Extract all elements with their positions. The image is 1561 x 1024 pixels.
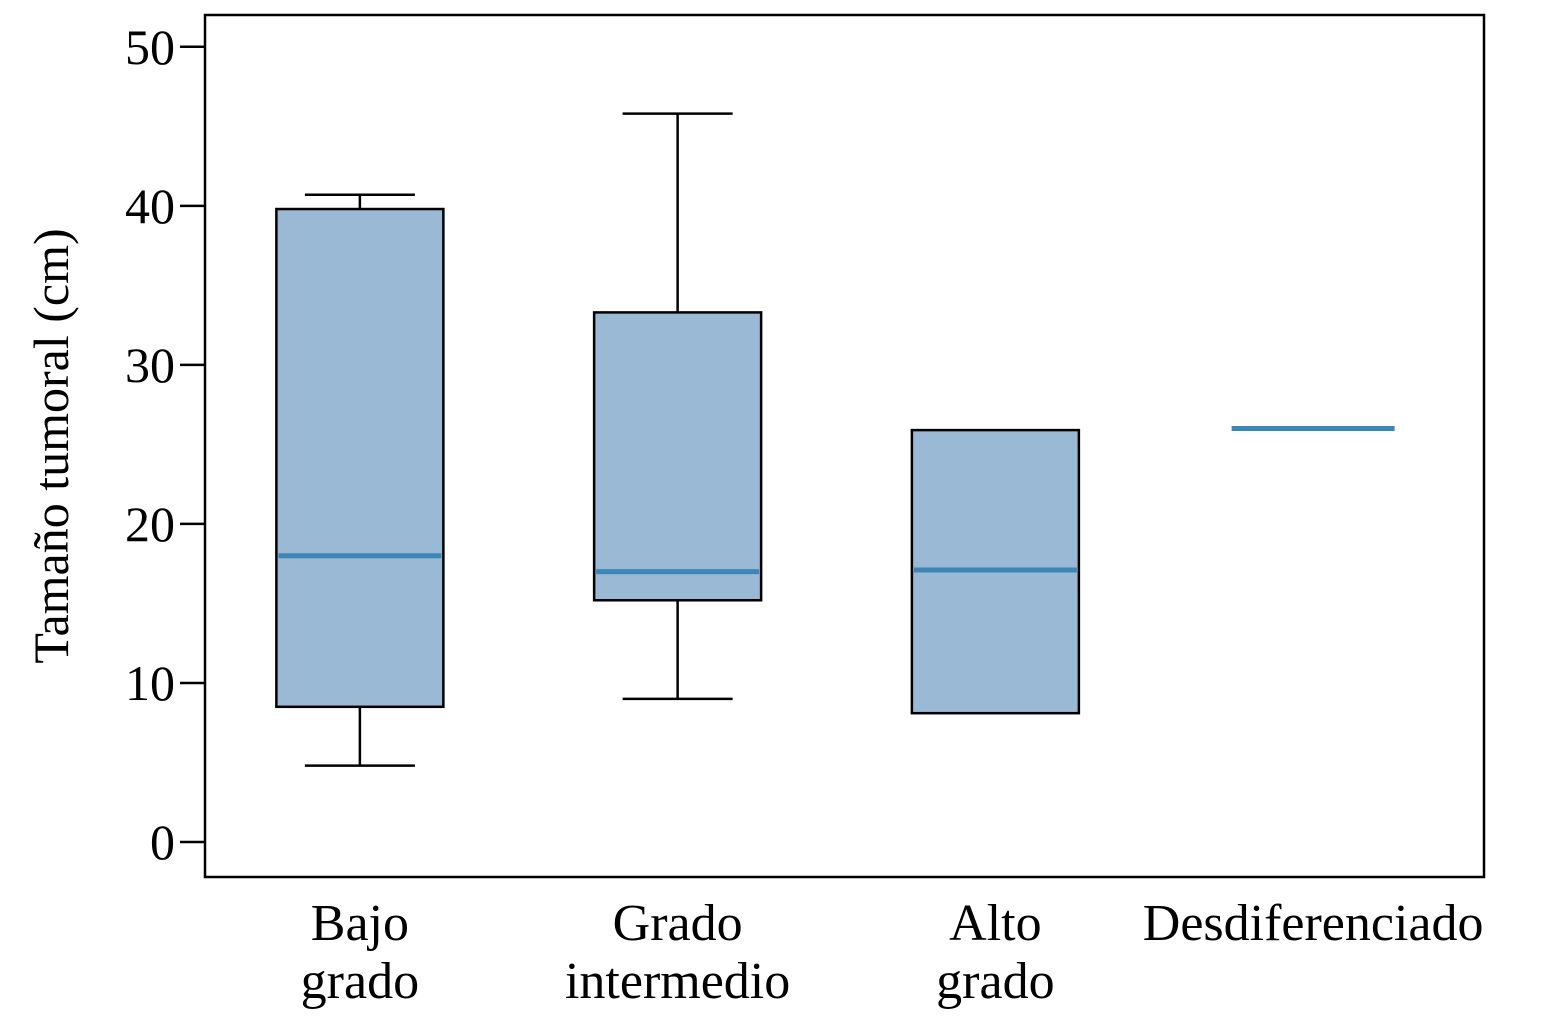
box-group [592,112,763,701]
y-tick-label: 0 [150,814,175,870]
box-group [275,193,445,767]
boxes [275,112,1395,767]
x-tick-label: intermedio [565,953,790,1010]
box-iqr [275,207,445,709]
y-axis-label: Tamaño tumoral (cm) [23,228,79,663]
x-tick-label: Bajo [311,895,409,952]
box-group [910,428,1081,715]
plot-frame [203,13,1486,879]
box-iqr [592,311,763,602]
y-tick-label: 50 [125,19,175,75]
y-tick-label: 20 [125,496,175,552]
y-tick-label: 10 [125,655,175,711]
x-axis-labels: BajogradoGradointermedioAltogradoDesdife… [301,895,1484,1010]
x-tick-label: Grado [613,895,743,952]
x-tick-label: grado [936,953,1054,1010]
x-tick-label: Desdiferenciado [1143,895,1484,952]
y-tick-label: 40 [125,178,175,234]
x-tick-label: Alto [949,895,1041,952]
y-axis: 0 10 20 30 40 50 [125,19,205,870]
y-tick-label: 30 [125,337,175,393]
x-tick-label: grado [301,953,419,1010]
